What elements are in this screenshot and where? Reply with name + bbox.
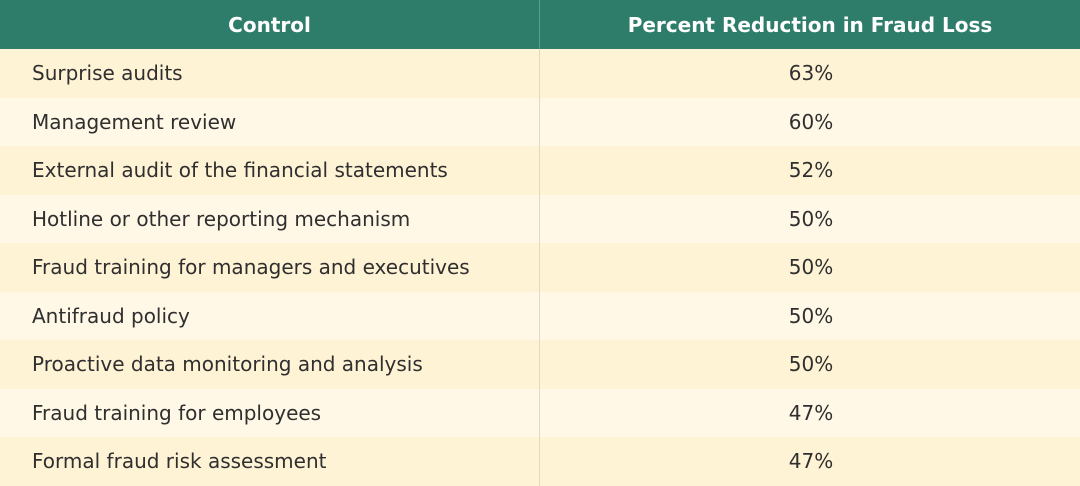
table-row: External audit of the financial statemen… — [0, 146, 1080, 195]
table-row: Antifraud policy 50% — [0, 291, 1080, 340]
reduction-cell: 52% — [788, 158, 834, 183]
control-cell: Fraud training for employees — [0, 388, 540, 437]
table-row: Fraud training for employees 47% — [0, 388, 1080, 437]
header-control: Control — [0, 0, 540, 49]
reduction-cell: 47% — [788, 400, 834, 425]
control-cell: Management review — [0, 97, 540, 146]
control-cell: Fraud training for managers and executiv… — [0, 243, 540, 292]
table-row: Management review 60% — [0, 97, 1080, 146]
table-row: Hotline or other reporting mechanism 50% — [0, 194, 1080, 243]
control-cell: Hotline or other reporting mechanism — [0, 194, 540, 243]
control-cell: Antifraud policy — [0, 291, 540, 340]
table-row: Proactive data monitoring and analysis 5… — [0, 340, 1080, 389]
header-percent-reduction: Percent Reduction in Fraud Loss — [627, 12, 993, 37]
reduction-cell: 47% — [788, 449, 834, 474]
control-cell: Proactive data monitoring and analysis — [0, 340, 540, 389]
reduction-cell: 50% — [788, 303, 834, 328]
table-row: Formal fraud risk assessment 47% — [0, 437, 1080, 486]
reduction-cell: 60% — [788, 109, 834, 134]
control-cell: Surprise audits — [0, 49, 540, 98]
reduction-cell: 50% — [788, 206, 834, 231]
control-cell: External audit of the financial statemen… — [0, 146, 540, 195]
reduction-cell: 50% — [788, 255, 834, 280]
table-row: Surprise audits 63% — [0, 49, 1080, 98]
control-cell: Formal fraud risk assessment — [0, 437, 540, 486]
table-header: Control Percent Reduction in Fraud Loss — [0, 0, 1080, 49]
reduction-cell: 50% — [788, 352, 834, 377]
reduction-cell: 63% — [788, 61, 834, 86]
table-row: Fraud training for managers and executiv… — [0, 243, 1080, 292]
